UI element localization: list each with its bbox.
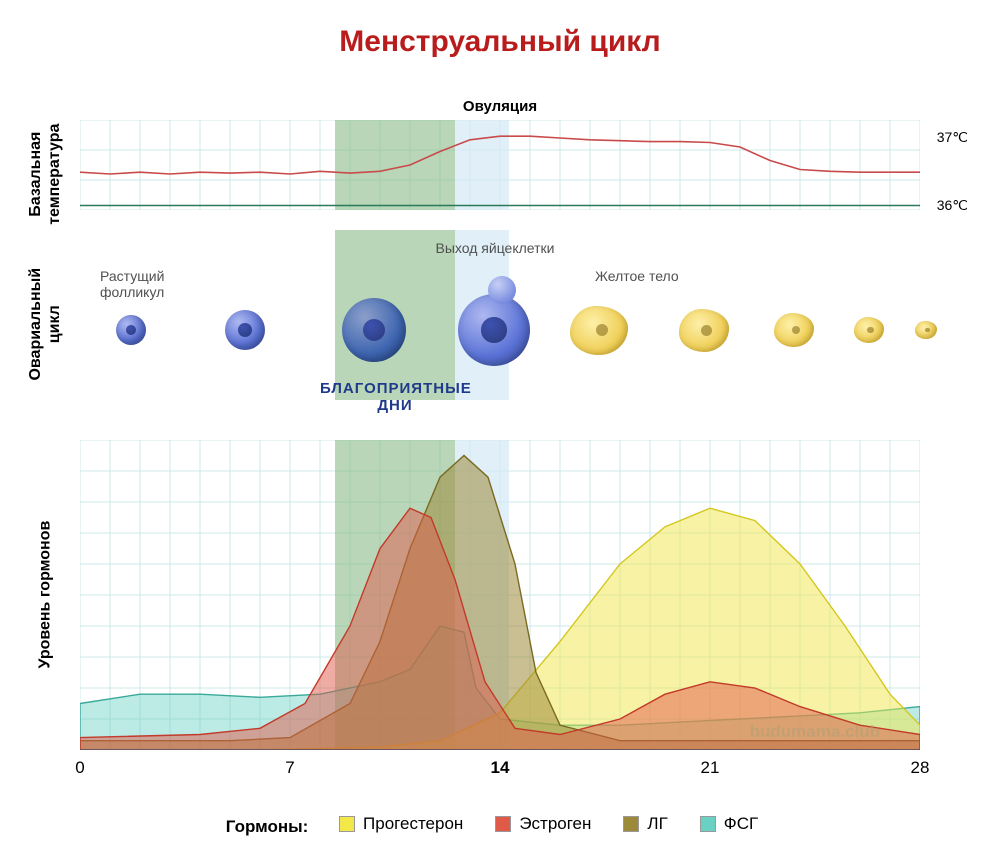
legend-swatch-estrogen [495, 816, 511, 832]
temp-tick-36: 36℃ [937, 197, 968, 214]
x-tick-28: 28 [911, 758, 930, 778]
ovulation-label: Овуляция [463, 98, 537, 115]
favorable-days-label: БЛАГОПРИЯТНЫЕ ДНИ [320, 380, 470, 414]
ovarian-cycle: Растущийфолликул Выход яйцеклетки Желтое т… [80, 230, 920, 400]
temp-svg [80, 120, 920, 210]
x-tick-21: 21 [701, 758, 720, 778]
page-title: Менструальный цикл [0, 0, 1000, 59]
legend-progesterone: Прогестерон [339, 814, 463, 834]
ovarian-y-label: Овариальный цикл [26, 254, 64, 394]
legend-lh: ЛГ [623, 814, 667, 834]
x-tick-14: 14 [491, 758, 510, 778]
temp-chart: Овуляция 37℃36℃ [80, 120, 920, 210]
legend-fsh: ФСГ [700, 814, 758, 834]
hormone-chart: budumama.club [80, 440, 920, 750]
watermark: budumama.club [750, 722, 880, 742]
legend-swatch-lh [623, 816, 639, 832]
hormone-svg [80, 440, 920, 750]
legend-swatch-fsh [700, 816, 716, 832]
x-axis: 0 7 14 21 28 [0, 758, 1000, 784]
corpus-label: Желтое тело [595, 268, 679, 284]
legend-text-estrogen: Эстроген [519, 814, 591, 834]
hormone-y-label: Уровень гормонов [35, 495, 54, 695]
x-tick-0: 0 [75, 758, 84, 778]
temp-y-label: Базальная температура [26, 109, 64, 239]
legend-text-lh: ЛГ [647, 814, 667, 834]
legend-text-fsh: ФСГ [724, 814, 758, 834]
legend-text-progesterone: Прогестерон [363, 814, 463, 834]
temp-tick-37: 37℃ [937, 129, 968, 146]
legend-label: Гормоны: [226, 817, 309, 836]
legend-swatch-progesterone [339, 816, 355, 832]
legend-estrogen: Эстроген [495, 814, 591, 834]
egg-release-label: Выход яйцеклетки [425, 240, 565, 256]
legend: Гормоны: Прогестерон Эстроген ЛГ ФСГ [0, 814, 1000, 837]
x-tick-7: 7 [285, 758, 294, 778]
growing-follicle-label: Растущийфолликул [100, 268, 164, 300]
